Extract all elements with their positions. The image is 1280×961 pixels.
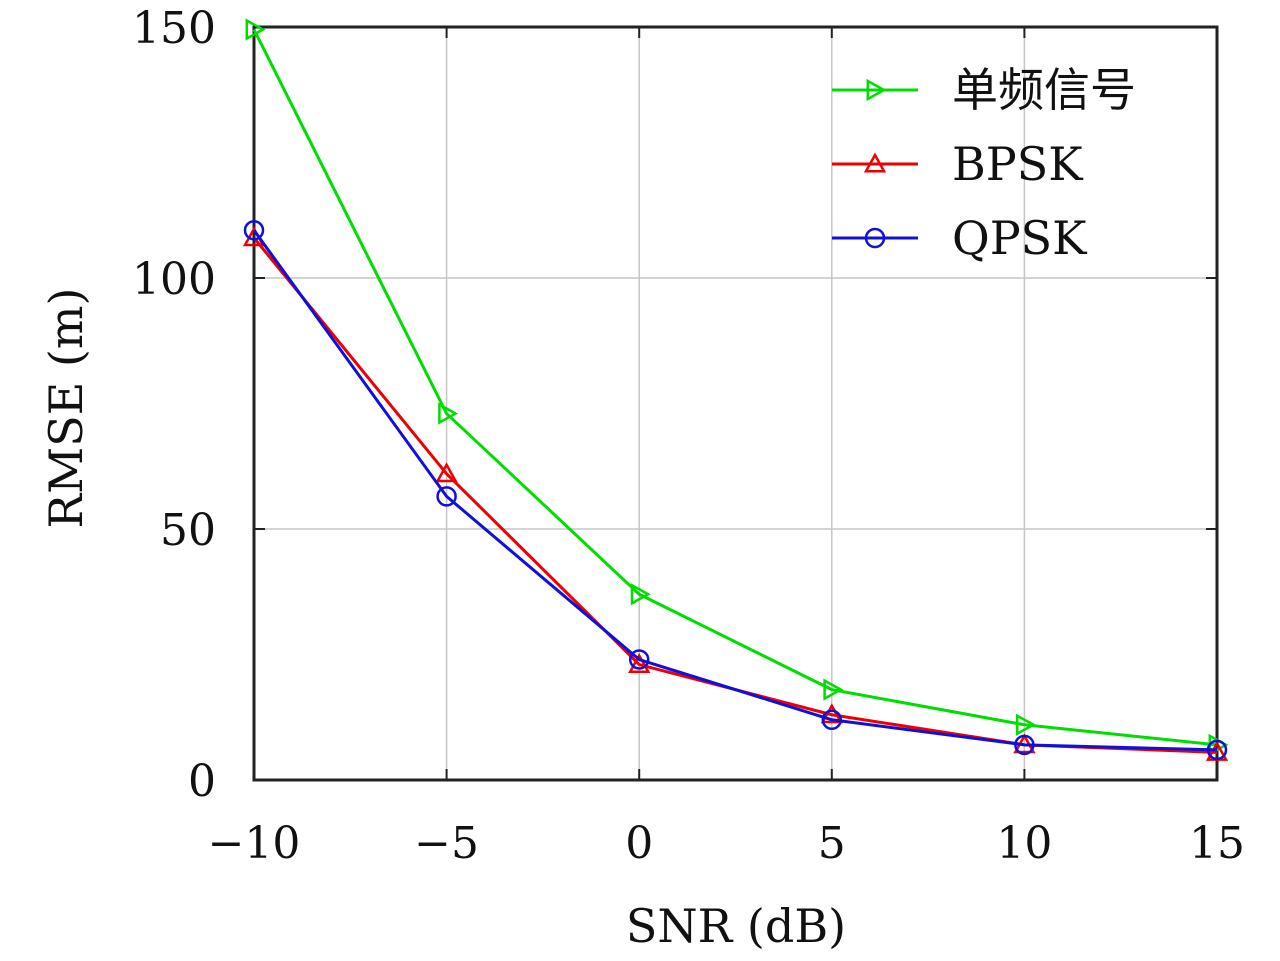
series-layer (242, 18, 1229, 761)
y-axis-title: RMSE (m) (39, 288, 93, 529)
legend-marker (864, 227, 886, 249)
x-tick-label: −5 (414, 818, 479, 869)
y-tick-label: 100 (132, 254, 216, 305)
y-tick-label: 150 (132, 3, 216, 54)
data-point (1014, 734, 1035, 756)
data-point (436, 486, 457, 507)
plot-frame (252, 25, 1219, 782)
data-point (628, 652, 651, 673)
x-axis-title: SNR (dB) (626, 899, 846, 953)
series-line (252, 28, 1218, 747)
data-point (823, 678, 844, 701)
legend-label: QPSK (952, 211, 1088, 265)
data-point (438, 402, 459, 425)
y-tick-label: 0 (188, 756, 216, 807)
legend-label: 单频信号 (952, 63, 1136, 117)
series-3 (243, 220, 1228, 761)
x-tick-label: 15 (1189, 818, 1245, 869)
legend-marker (866, 78, 887, 102)
y-tick-label: 50 (160, 505, 216, 556)
data-point (243, 220, 265, 241)
data-point (821, 709, 843, 731)
data-point (628, 649, 650, 670)
x-tick-label: −10 (208, 818, 301, 869)
data-point (245, 18, 266, 41)
data-point (435, 462, 458, 483)
legend-label: BPSK (952, 137, 1084, 191)
series-line (252, 229, 1218, 752)
data-point (1206, 739, 1228, 761)
data-point (820, 703, 843, 724)
x-tick-label: 5 (818, 818, 846, 869)
legend-marker (863, 152, 887, 173)
legend: 单频信号 BPSK QPSK (832, 63, 1136, 265)
legend-item: QPSK (832, 211, 1088, 265)
legend-item: BPSK (832, 137, 1084, 191)
data-point (1015, 713, 1036, 736)
data-point (630, 583, 651, 606)
legend-item: 单频信号 (832, 63, 1136, 117)
x-tick-label: 10 (996, 818, 1052, 869)
x-tick-label: 0 (625, 818, 653, 869)
series-1 (245, 18, 1229, 756)
